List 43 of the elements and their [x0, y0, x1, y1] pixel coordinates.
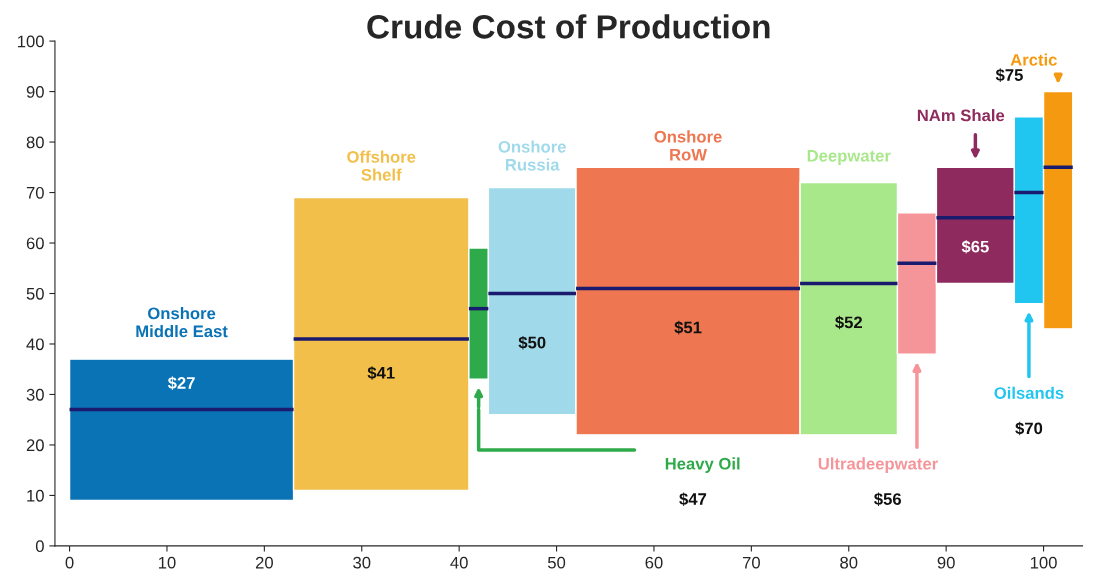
y-tick-label: 100 — [18, 35, 44, 48]
x-tick-label: 40 — [450, 556, 468, 569]
annotation: Onshore Russia — [498, 140, 566, 171]
x-tick-label: 30 — [353, 556, 371, 569]
y-tick-label: 60 — [26, 237, 44, 250]
x-tick-label: 90 — [937, 556, 955, 569]
x-tick-label: 50 — [547, 556, 566, 569]
y-tick-label: 70 — [26, 186, 44, 199]
annotation: $47 — [679, 492, 707, 507]
annotation: Heavy Oil — [665, 457, 740, 473]
annotation: NAm Shale — [917, 109, 1005, 122]
y-tick-label: 0 — [35, 540, 44, 553]
annotation: Offshore Shelf — [347, 150, 416, 181]
annotation: $27 — [167, 376, 195, 390]
x-tick-label: 20 — [255, 556, 273, 569]
annotation: $41 — [367, 366, 395, 380]
annotation: $70 — [1015, 421, 1043, 436]
x-tick-label: 70 — [742, 556, 760, 569]
annotation: $50 — [518, 335, 546, 350]
annotation: $65 — [961, 240, 989, 254]
x-tick-label: 0 — [65, 556, 74, 569]
y-tick-label: 80 — [26, 136, 44, 149]
chart-title: Crude Cost of Production — [367, 14, 770, 39]
annotation: Deepwater — [807, 150, 891, 165]
x-tick-label: 80 — [840, 556, 858, 569]
annotation: $75 — [995, 68, 1023, 82]
y-tick-label: 10 — [27, 489, 44, 502]
annotation: $51 — [674, 320, 702, 335]
annotation: Arctic — [1010, 53, 1057, 66]
x-tick-label: 100 — [1030, 556, 1057, 569]
annotation: Onshore Middle East — [136, 307, 228, 338]
y-tick-label: 20 — [26, 439, 44, 452]
y-tick-label: 40 — [26, 338, 44, 351]
annotation: $56 — [874, 492, 902, 507]
y-tick-label: 50 — [26, 287, 44, 300]
annotation: $52 — [835, 315, 862, 330]
annotation: Onshore RoW — [654, 130, 722, 161]
x-tick-label: 60 — [645, 556, 663, 569]
y-tick-label: 90 — [26, 85, 44, 98]
y-tick-label: 30 — [26, 388, 44, 401]
annotation: Ultradeepwater — [818, 457, 938, 473]
annotation: Oilsands — [994, 386, 1064, 399]
x-tick-label: 10 — [158, 556, 176, 569]
